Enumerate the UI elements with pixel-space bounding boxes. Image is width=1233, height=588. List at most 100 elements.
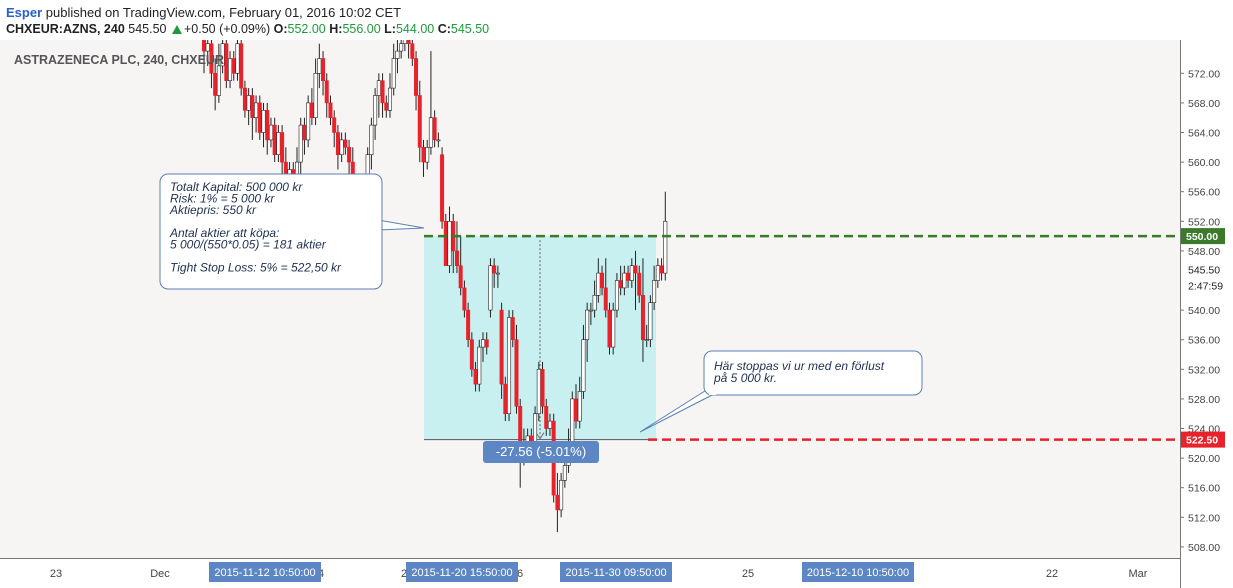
candle-body <box>640 295 645 341</box>
candle-body <box>328 102 333 119</box>
price-change: +0.50 (+0.09%) <box>183 22 271 36</box>
candle-body <box>600 272 605 289</box>
measure-label-box <box>483 441 599 463</box>
candle-body <box>570 398 575 444</box>
date-label: 2015-11-20 15:50:00 <box>411 567 512 579</box>
candle-body <box>585 309 590 341</box>
price-chart[interactable]: 572.00 568.00 564.00 560.00 556.00 552.00 548.… <box>0 40 1233 588</box>
close-value: 545.50 <box>450 22 490 36</box>
candle-body <box>536 368 541 414</box>
candle-body <box>514 339 519 407</box>
candle-body <box>335 132 340 156</box>
candle-body <box>652 280 657 304</box>
time-tick-label: Dec <box>150 568 170 580</box>
stop-price-tag: 522.50 <box>1186 435 1218 447</box>
chart-header: Esper published on TradingView.com, Febr… <box>0 0 1233 40</box>
price-tick-label: 568.00 <box>1188 98 1220 110</box>
candle-body <box>313 72 318 119</box>
candle-body <box>547 420 552 429</box>
date-label-box <box>560 562 672 582</box>
stop-callout[interactable] <box>703 350 923 396</box>
price-tick-label: 560.00 <box>1188 157 1220 169</box>
symbol-interval: CHXEUR:AZNS, 240 <box>6 22 125 36</box>
candle-body <box>607 309 612 348</box>
candle-body <box>268 124 273 141</box>
capital-callout-text: Risk: 1% = 5 000 kr <box>170 192 275 206</box>
price-tick-label: 556.00 <box>1188 187 1220 199</box>
chart-title: ASTRAZENECA PLC, 240, CHXEUR <box>14 53 224 67</box>
candle-body <box>592 295 597 311</box>
candle-body <box>242 87 247 111</box>
candle-body <box>510 317 515 341</box>
candle-body <box>373 95 378 126</box>
candle-body <box>596 272 601 296</box>
date-label-box <box>406 562 518 582</box>
stop-callout-pointer <box>639 388 717 433</box>
candle-body <box>432 117 437 141</box>
date-label-box <box>209 562 321 582</box>
candle-body <box>324 80 329 104</box>
candle-body <box>343 139 348 148</box>
candle-body <box>603 287 608 311</box>
candle-body <box>648 302 653 341</box>
candle-body <box>495 272 500 275</box>
candle-body <box>257 102 262 133</box>
last-price-tag: 545.50 <box>1188 264 1220 276</box>
candle-body <box>306 102 311 141</box>
candle-body <box>387 87 392 111</box>
candle-body <box>618 280 623 289</box>
candle-body <box>421 147 426 163</box>
candle-body <box>633 265 638 274</box>
candle-body <box>391 58 396 89</box>
candle-body <box>559 479 564 511</box>
candle-body <box>425 147 430 163</box>
candle-body <box>205 43 210 52</box>
candle-body <box>280 132 285 163</box>
candle-body <box>298 124 303 163</box>
candle-body <box>399 43 404 52</box>
price-tick-label: 532.00 <box>1188 364 1220 376</box>
candle-body <box>321 58 326 82</box>
time-tick-label: 25 <box>742 568 754 580</box>
last-price-tag-box <box>1181 262 1225 291</box>
candle-body <box>231 58 236 74</box>
candle-body <box>339 139 344 156</box>
candle-body <box>503 383 508 415</box>
ohlc-line: CHXEUR:AZNS, 240 545.50 +0.50 (+0.09%) O… <box>6 22 489 36</box>
low-value: 544.00 <box>395 22 435 36</box>
candle-body <box>395 50 400 59</box>
candle-body <box>577 391 582 422</box>
candle-body <box>562 465 567 481</box>
callout-pointer <box>377 219 425 231</box>
open-label: O: <box>273 22 288 36</box>
candle-body <box>443 221 448 267</box>
entry-price-tag-box <box>1181 228 1225 245</box>
candle-body <box>261 110 266 133</box>
candle-body <box>614 280 619 311</box>
countdown-tag: 2:47:59 <box>1188 280 1223 292</box>
candle-body <box>659 265 664 274</box>
candle-body <box>213 72 218 96</box>
candle-body <box>317 58 322 74</box>
candle-body <box>440 154 445 222</box>
price-tick-label: 512.00 <box>1188 512 1220 524</box>
candle-body <box>507 317 512 414</box>
candle-body <box>276 132 281 156</box>
candle-body <box>488 265 493 311</box>
candle-body <box>629 265 634 281</box>
candle-body <box>406 40 411 44</box>
candle-body <box>480 339 485 348</box>
candle-body <box>477 346 482 385</box>
price-tick-label: 548.00 <box>1188 246 1220 258</box>
price-tick-label: 508.00 <box>1188 542 1220 554</box>
candle-body <box>254 102 259 119</box>
high-value: 556.00 <box>342 22 381 36</box>
candle-body <box>436 139 441 142</box>
candle-body <box>347 147 352 163</box>
candle-body <box>611 309 616 348</box>
time-tick-label: 6 <box>517 568 523 580</box>
capital-callout[interactable] <box>159 173 383 290</box>
stop-callout-text: Här stoppas vi ur med en förlust <box>714 359 885 373</box>
candle-body <box>202 40 207 52</box>
author-name[interactable]: Esper <box>6 5 43 20</box>
